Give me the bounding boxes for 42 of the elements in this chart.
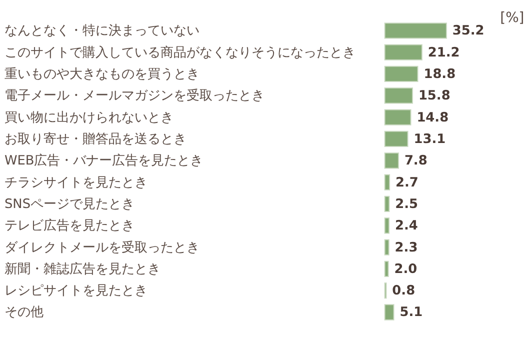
- y-tick-label: チラシサイトを見たとき: [4, 175, 148, 190]
- text: [%]: [500, 10, 524, 26]
- bar: [384, 88, 413, 104]
- data-label: 2.5: [395, 196, 418, 212]
- y-tick-label: テレビ広告を見たとき: [4, 218, 134, 234]
- y-tick-label: 新聞・雑誌広告を見たとき: [4, 260, 160, 277]
- data-label: 7.8: [404, 154, 428, 169]
- data-label: 15.8: [418, 88, 450, 104]
- bar: [384, 66, 418, 82]
- bar: [384, 218, 390, 234]
- bar: [384, 260, 389, 278]
- data-label: 2.3: [394, 240, 418, 256]
- bar: [384, 130, 408, 148]
- data-label: 18.8: [424, 66, 456, 82]
- y-tick-label: 買い物に出かけられないとき: [4, 110, 174, 126]
- data-label: 5.1: [400, 305, 423, 320]
- bar: [384, 44, 422, 60]
- bar: [384, 109, 412, 126]
- y-tick-label: 重いものや大きなものを買うとき: [4, 66, 200, 82]
- data-label: 2.7: [396, 175, 418, 190]
- data-label: 13.1: [414, 132, 446, 147]
- data-label: 0.8: [392, 284, 416, 299]
- data-label: 2.4: [394, 218, 418, 234]
- y-tick-label: その他: [4, 305, 44, 320]
- bar: [384, 174, 390, 190]
- data-label: 35.2: [452, 24, 484, 39]
- bar: [384, 304, 394, 320]
- y-tick-label: ダイレクトメールを受取ったとき: [4, 240, 200, 256]
- data-label: 14.8: [416, 110, 449, 126]
- y-tick-label: 電子メール・メールマガジンを受取ったとき: [4, 88, 264, 104]
- y-tick-label: このサイトで購入している商品がなくなりそうになったとき: [4, 45, 356, 60]
- bar: [384, 152, 399, 169]
- y-tick-label: SNSページで見たとき: [4, 196, 135, 212]
- y-tick-label: お取り寄せ・贈答品を送るとき: [4, 130, 186, 147]
- data-label: 2.0: [394, 262, 418, 277]
- bar: [384, 22, 447, 39]
- y-tick-label: レシピサイトを見たとき: [4, 284, 148, 299]
- y-tick-label: なんとなく・特に決まっていない: [4, 24, 200, 39]
- data-label: 21.2: [428, 45, 460, 60]
- y-tick-label: WEB広告・バナー広告を見たとき: [4, 152, 204, 169]
- bar: [384, 239, 390, 256]
- bar: [384, 196, 390, 212]
